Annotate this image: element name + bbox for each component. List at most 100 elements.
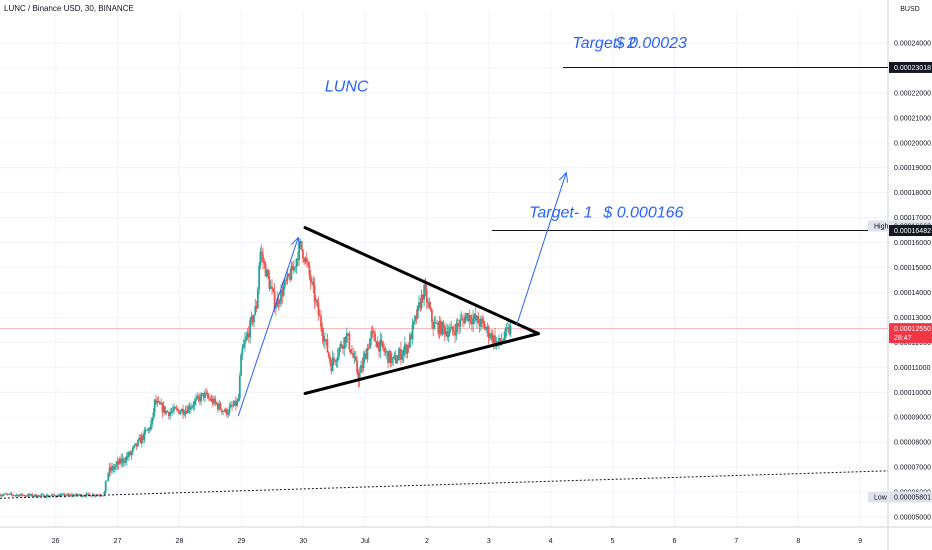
- candle-body: [323, 339, 326, 342]
- candle-body: [160, 403, 163, 405]
- candle-body: [143, 430, 146, 440]
- candle-body: [348, 334, 351, 350]
- candle-body: [375, 341, 378, 348]
- time-tick-label: 29: [237, 538, 245, 545]
- candle-body: [156, 401, 159, 404]
- triangle-line: [303, 332, 540, 395]
- candle-body: [498, 338, 500, 344]
- candle-body: [317, 302, 320, 315]
- candle-body: [336, 356, 339, 361]
- support-trendline: [0, 470, 889, 499]
- candle-body: [107, 472, 110, 481]
- candle-body: [434, 322, 437, 324]
- candle-body: [67, 494, 70, 495]
- candle-body: [494, 335, 496, 346]
- candle-body: [264, 263, 267, 277]
- candle-body: [326, 339, 329, 353]
- annotation-text: $ 0.000166: [602, 205, 683, 222]
- time-tick-label: 8: [796, 538, 800, 545]
- price-tick-label: 0.00007000: [894, 465, 931, 472]
- candle-body: [303, 258, 306, 263]
- price-tick-label: 0.00018000: [894, 190, 931, 197]
- candle-body: [242, 344, 245, 349]
- candle-body: [293, 266, 295, 271]
- price-tick-label: 0.00016000: [894, 240, 931, 247]
- candle-body: [233, 400, 236, 406]
- candle-body: [357, 372, 360, 381]
- price-marker-label: High: [874, 224, 889, 231]
- candle-body: [367, 347, 370, 349]
- candle-body: [262, 254, 264, 262]
- candle-body: [499, 338, 502, 343]
- candle-body: [0, 494, 1, 497]
- candle-body: [429, 307, 432, 310]
- candle-body: [263, 261, 266, 264]
- candle-body: [0, 495, 3, 497]
- time-tick-label: 4: [549, 538, 553, 545]
- arrow-head-icon: [290, 236, 301, 248]
- candle-body: [155, 399, 157, 404]
- candle-body: [14, 495, 17, 497]
- candle-body: [442, 322, 445, 328]
- candle-body: [418, 302, 420, 306]
- candle-body: [273, 291, 276, 309]
- candle-body: [152, 412, 155, 418]
- candle-body: [26, 495, 28, 497]
- candle-body: [133, 445, 135, 448]
- candle-body: [352, 353, 355, 358]
- candle-body: [251, 316, 254, 323]
- candle-body: [120, 458, 123, 464]
- price-marker-label: Low: [874, 495, 888, 502]
- candle-body: [393, 355, 396, 358]
- candle-body: [222, 411, 224, 412]
- candle-body: [106, 480, 108, 482]
- candle-body: [379, 339, 382, 352]
- candle-body: [265, 269, 268, 277]
- candle-body: [282, 286, 285, 296]
- candle-body: [149, 424, 152, 430]
- candle-body: [483, 323, 486, 330]
- candle-body: [300, 241, 303, 250]
- time-tick-label: 5: [611, 538, 615, 545]
- candle-body: [437, 323, 440, 334]
- candle-body: [142, 435, 145, 440]
- candle-body: [73, 495, 76, 497]
- candle-body: [425, 290, 428, 303]
- candle-body: [238, 375, 241, 398]
- candle-body: [481, 318, 484, 321]
- candle-body: [204, 392, 206, 398]
- time-tick-label: Jul: [361, 538, 370, 545]
- candle-body: [446, 331, 449, 338]
- candle-body: [53, 494, 56, 496]
- candle-body: [57, 494, 59, 497]
- time-tick-label: 27: [114, 538, 122, 545]
- time-tick-label: 3: [487, 538, 491, 545]
- price-marker-tag: [889, 61, 932, 73]
- candle-body: [187, 406, 190, 414]
- candle-body: [139, 437, 142, 444]
- candle-body: [124, 462, 126, 463]
- candle-body: [24, 495, 27, 497]
- candle-body: [44, 497, 47, 499]
- price-marker-label-tag: [868, 220, 888, 232]
- candle-body: [507, 327, 509, 329]
- annotation-text: Target- 1: [529, 205, 592, 222]
- candle-body: [304, 258, 307, 263]
- candle-body: [256, 289, 259, 309]
- candle-body: [108, 467, 111, 473]
- candle-body: [58, 494, 61, 497]
- candle-body: [33, 494, 36, 497]
- candle-body: [32, 496, 35, 497]
- candle-body: [331, 357, 334, 372]
- candle-body: [157, 401, 160, 402]
- candle-body: [356, 360, 359, 373]
- candle-body: [211, 398, 214, 404]
- price-marker-countdown: 28:47: [894, 335, 912, 342]
- candle-body: [151, 417, 154, 425]
- candle-body: [39, 495, 41, 497]
- annotation-text: $ 0.00023: [615, 35, 687, 52]
- trend-arrow: [237, 237, 299, 417]
- candle-body: [384, 351, 387, 353]
- candle-body: [284, 280, 286, 287]
